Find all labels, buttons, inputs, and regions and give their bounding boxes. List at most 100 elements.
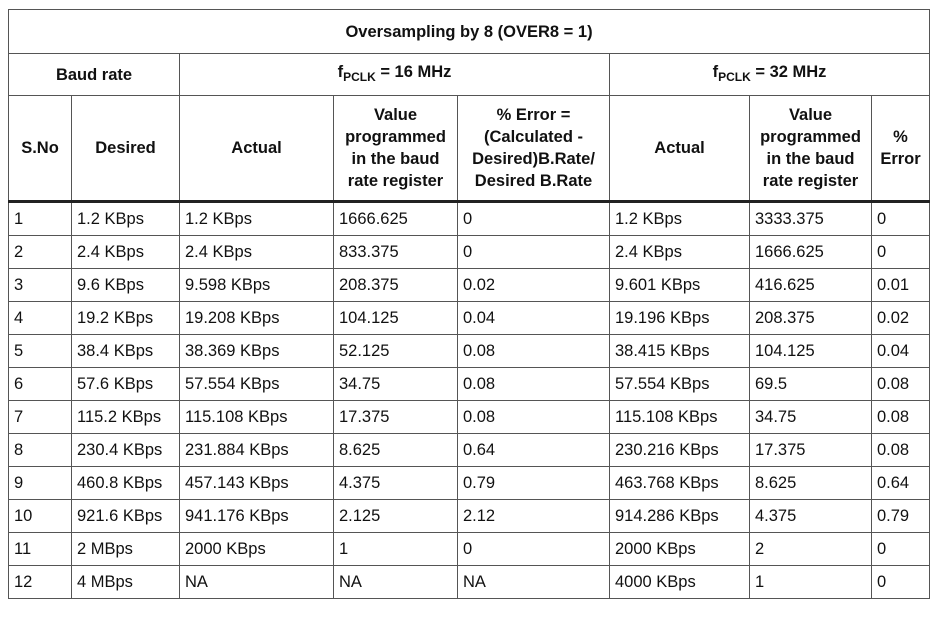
table-cell: 69.5 (749, 367, 872, 401)
table-cell: 1 (333, 532, 458, 566)
baud-rate-table: Oversampling by 8 (OVER8 = 1) Baud rate … (7, 9, 931, 599)
table-cell: 0 (457, 235, 610, 269)
table-row: 6 57.6 KBps 57.554 KBps 34.75 0.08 57.554 KBp… (8, 367, 931, 401)
table-cell: 17.375 (749, 433, 872, 467)
table-cell: 2.4 KBps (71, 235, 180, 269)
table-cell: 0.64 (870, 466, 931, 500)
table-cell: 231.884 KBps (179, 433, 334, 467)
table-cell: 115.108 KBps (609, 400, 750, 434)
table-row: 10 921.6 KBps 941.176 KBps 2.125 2.12 914.286… (8, 499, 931, 533)
table-cell: 1666.625 (333, 201, 458, 236)
table-cell: 0.08 (870, 433, 931, 467)
table-row: 3 9.6 KBps 9.598 KBps 208.375 0.02 9.601 KBps… (8, 268, 931, 302)
table-cell: 457.143 KBps (179, 466, 334, 500)
table-cell: 8.625 (333, 433, 458, 467)
table-cell: 0.02 (870, 301, 931, 335)
table-cell: 0 (870, 532, 931, 566)
column-header: Desired (71, 95, 180, 203)
table-cell: 9 (8, 466, 72, 500)
table-cell: 1.2 KBps (609, 201, 750, 236)
table-cell: NA (457, 565, 610, 599)
table-cell: 2.125 (333, 499, 458, 533)
table-cell: 7 (8, 400, 72, 434)
table-cell: 38.4 KBps (71, 334, 180, 368)
table-cell: NA (179, 565, 334, 599)
table-cell: 9.6 KBps (71, 268, 180, 302)
table-cell: 0.64 (457, 433, 610, 467)
table-cell: 0.79 (870, 499, 931, 533)
table-cell: 34.75 (333, 367, 458, 401)
table-cell: 52.125 (333, 334, 458, 368)
table-row: 4 19.2 KBps 19.208 KBps 104.125 0.04 19.196 K… (8, 301, 931, 335)
table-cell: 2.12 (457, 499, 610, 533)
table-row: 2 2.4 KBps 2.4 KBps 833.375 0 2.4 KBps 1666.62… (8, 235, 931, 269)
table-cell: 1 (8, 201, 72, 236)
table-cell: 104.125 (749, 334, 872, 368)
column-header: % Error = (Calculated - Desired)B.Rate/ … (457, 95, 610, 203)
table-cell: 19.208 KBps (179, 301, 334, 335)
table-cell: 4.375 (749, 499, 872, 533)
column-header: % Error (870, 95, 931, 203)
table-cell: 8.625 (749, 466, 872, 500)
table-row: 1 1.2 KBps 1.2 KBps 1666.625 0 1.2 KBps 3333.3… (8, 201, 931, 236)
table-cell: 230.4 KBps (71, 433, 180, 467)
table-cell: 19.2 KBps (71, 301, 180, 335)
table-cell: 11 (8, 532, 72, 566)
table-cell: 10 (8, 499, 72, 533)
table-cell: 0 (870, 201, 931, 236)
table-cell: 2.4 KBps (179, 235, 334, 269)
table-cell: 0.79 (457, 466, 610, 500)
table-cell: 0.08 (457, 400, 610, 434)
table-row: 12 4 MBps NA NA NA 4000 KBps 1 0 (8, 565, 931, 599)
table-cell: 57.6 KBps (71, 367, 180, 401)
table-cell: 3333.375 (749, 201, 872, 236)
table-cell: 460.8 KBps (71, 466, 180, 500)
group-baud-rate: Baud rate (8, 53, 180, 96)
table-cell: 115.2 KBps (71, 400, 180, 434)
table-cell: 0.04 (870, 334, 931, 368)
table-cell: 0.08 (870, 367, 931, 401)
table-cell: 9.601 KBps (609, 268, 750, 302)
table-cell: 941.176 KBps (179, 499, 334, 533)
table-cell: 4.375 (333, 466, 458, 500)
table-cell: 12 (8, 565, 72, 599)
table-cell: 2 (749, 532, 872, 566)
group-pclk-16: fPCLK = 16 MHz (179, 53, 610, 96)
table-cell: 1 (749, 565, 872, 599)
table-cell: 0 (457, 201, 610, 236)
table-cell: 9.598 KBps (179, 268, 334, 302)
column-header: Value programmed in the baud rate regist… (749, 95, 872, 203)
table-cell: 0.04 (457, 301, 610, 335)
table-cell: 2 MBps (71, 532, 180, 566)
table-row: 11 2 MBps 2000 KBps 1 0 2000 KBps 2 0 (8, 532, 931, 566)
table-cell: 0 (870, 565, 931, 599)
table-cell: 3 (8, 268, 72, 302)
table-cell: 208.375 (749, 301, 872, 335)
group-pclk-32: fPCLK = 32 MHz (608, 53, 931, 96)
table-cell: 0.08 (457, 367, 610, 401)
table-cell: 0.08 (457, 334, 610, 368)
table-cell: 8 (8, 433, 72, 467)
table-cell: NA (333, 565, 458, 599)
column-header: Actual (179, 95, 334, 203)
column-header: Actual (609, 95, 750, 203)
table-row: 7 115.2 KBps 115.108 KBps 17.375 0.08 115.108… (8, 400, 931, 434)
table-cell: 1666.625 (749, 235, 872, 269)
table-cell: 0 (457, 532, 610, 566)
table-row: 8 230.4 KBps 231.884 KBps 8.625 0.64 230.216 … (8, 433, 931, 467)
table-cell: 6 (8, 367, 72, 401)
table-cell: 4000 KBps (609, 565, 750, 599)
table-cell: 115.108 KBps (179, 400, 334, 434)
table-row: 9 460.8 KBps 457.143 KBps 4.375 0.79 463.768 … (8, 466, 931, 500)
table-cell: 104.125 (333, 301, 458, 335)
table-cell: 914.286 KBps (609, 499, 750, 533)
table-cell: 0.08 (870, 400, 931, 434)
table-cell: 0.02 (457, 268, 610, 302)
table-cell: 463.768 KBps (609, 466, 750, 500)
column-header: S.No (8, 95, 72, 203)
table-cell: 208.375 (333, 268, 458, 302)
table-row: 5 38.4 KBps 38.369 KBps 52.125 0.08 38.415 KB… (8, 334, 931, 368)
table-cell: 38.369 KBps (179, 334, 334, 368)
table-cell: 833.375 (333, 235, 458, 269)
table-cell: 0 (870, 235, 931, 269)
